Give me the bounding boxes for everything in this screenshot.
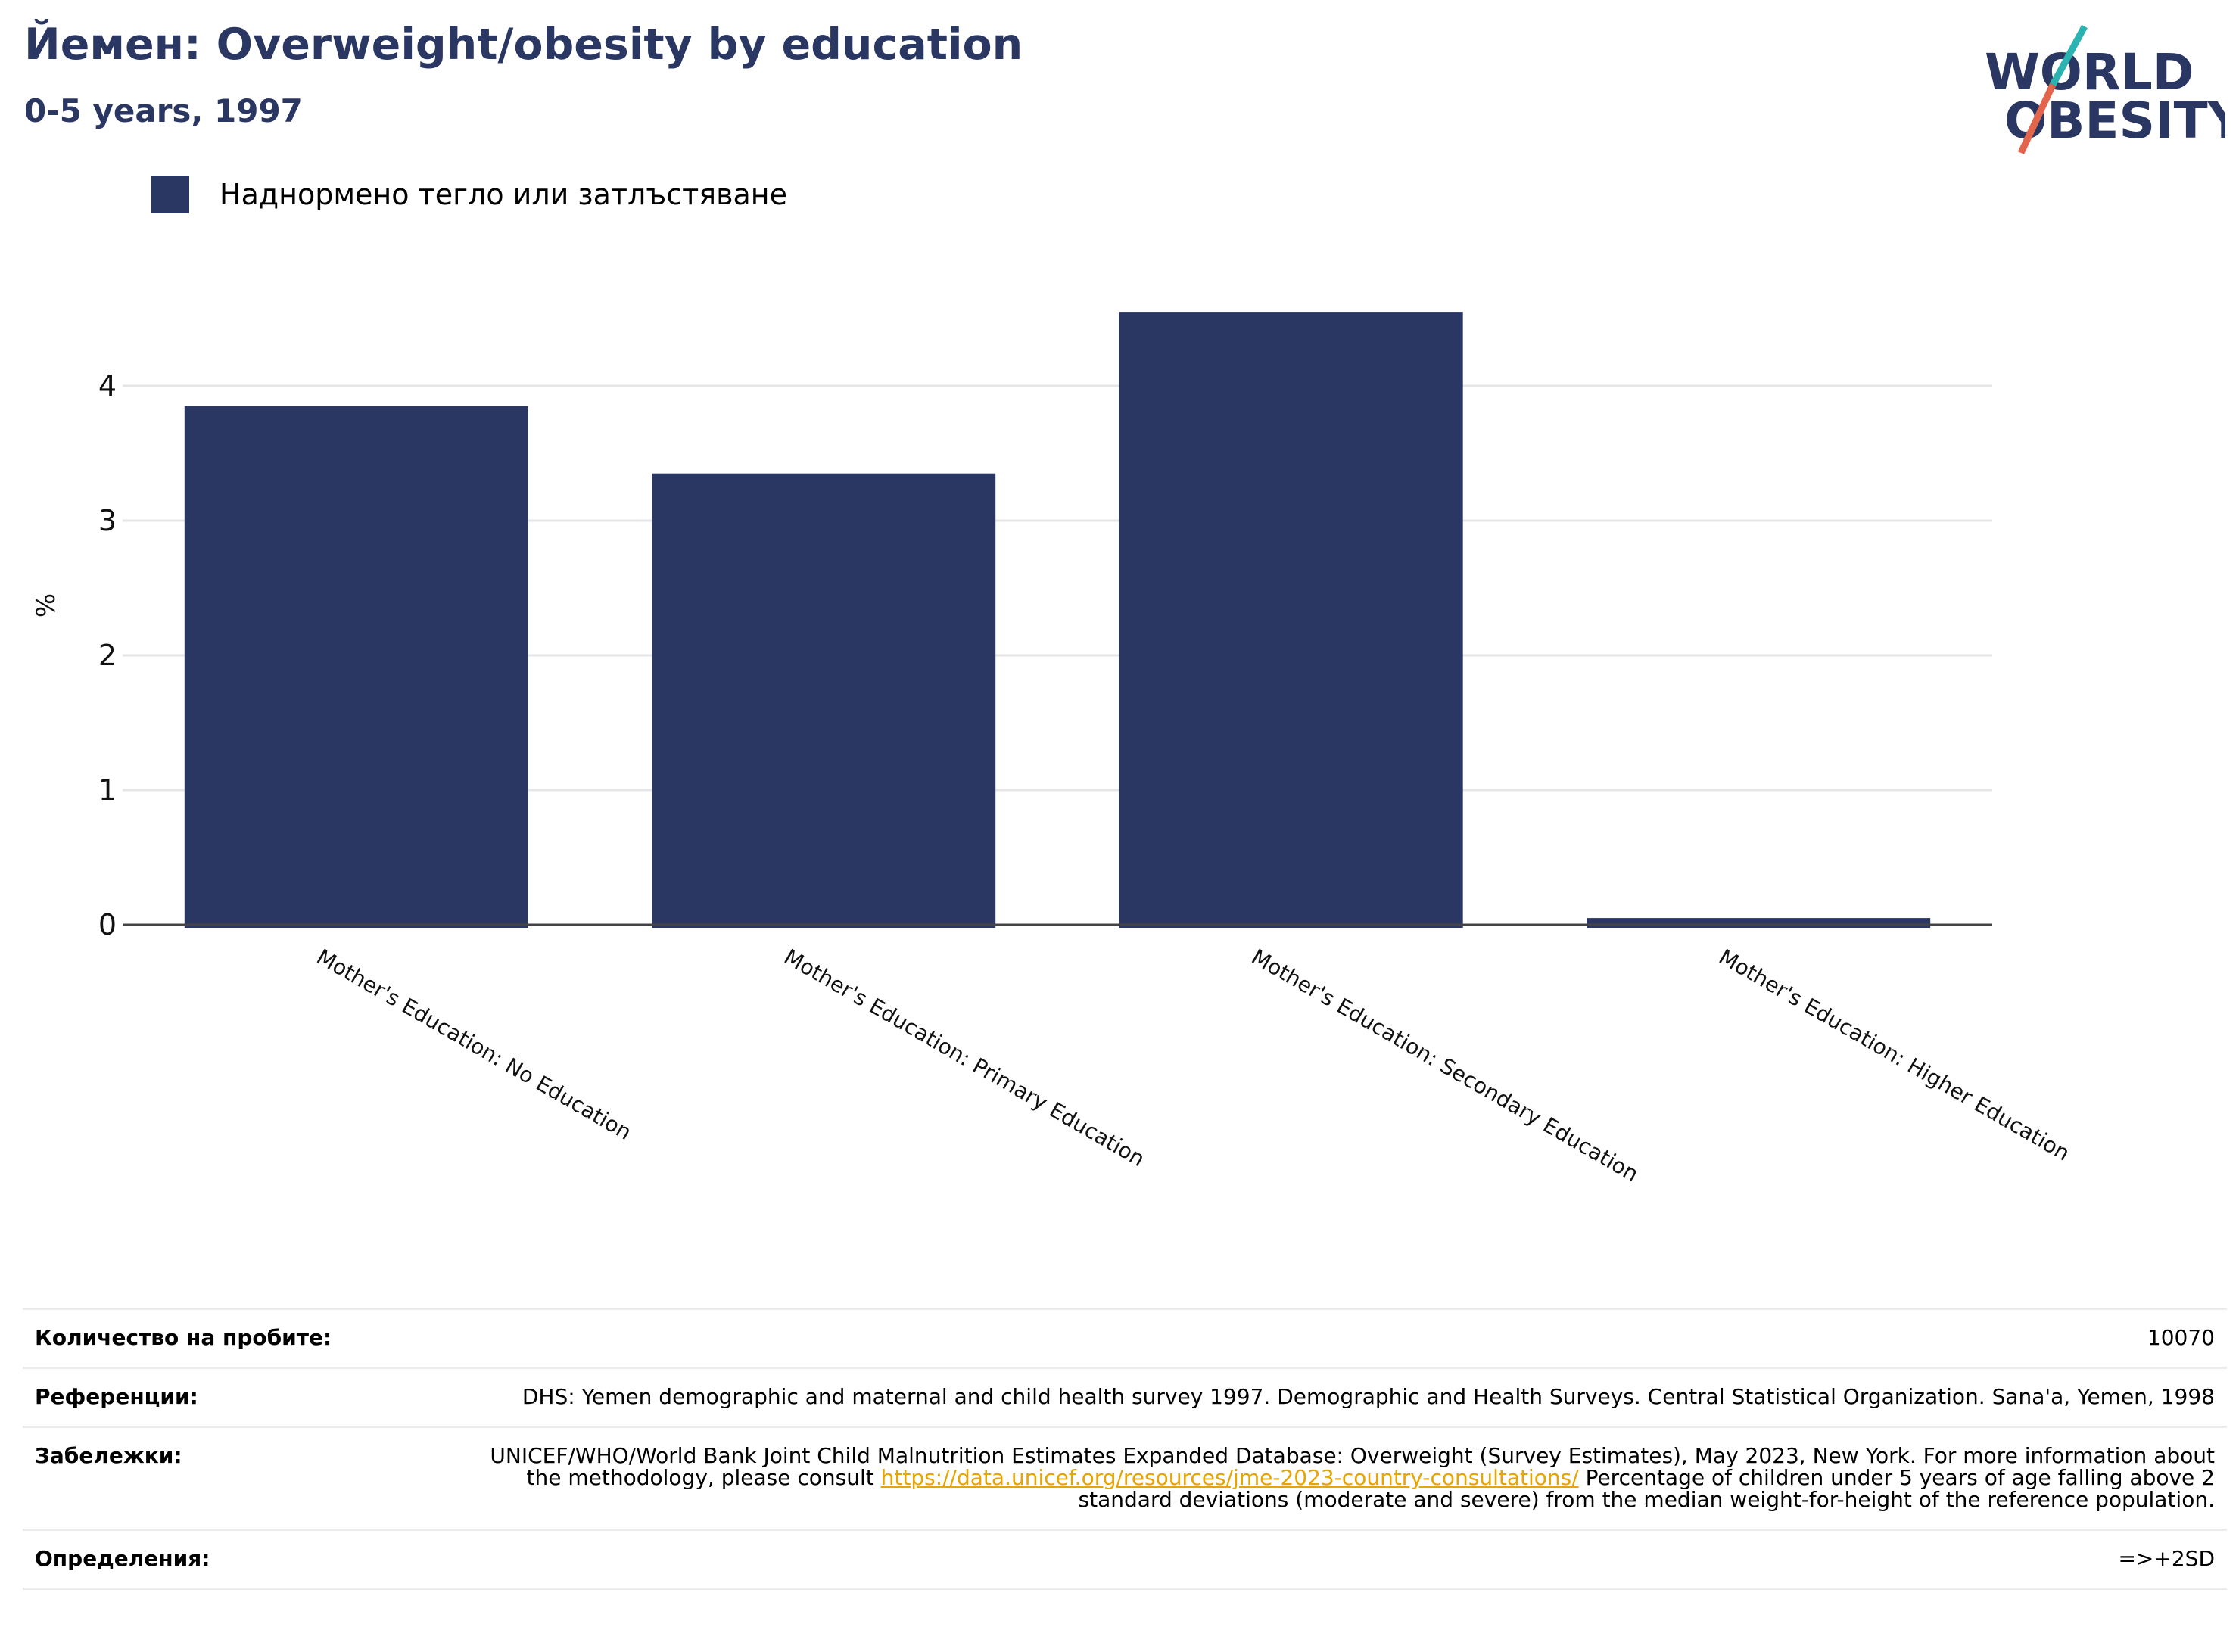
y-tick-label: 0 (98, 908, 117, 941)
y-tick-label: 4 (98, 369, 117, 403)
notes-text-before: UNICEF/WHO/World Bank Joint Child Malnut… (490, 1443, 2215, 1490)
table-row: Забележки: UNICEF/WHO/World Bank Joint C… (23, 1426, 2227, 1531)
references-label: Референции: (23, 1367, 471, 1428)
table-row: Количество на пробите: 10070 (23, 1308, 2227, 1369)
legend-swatch (151, 176, 189, 213)
bar (184, 406, 528, 928)
notes-value: UNICEF/WHO/World Bank Joint Child Malnut… (471, 1426, 2227, 1531)
y-tick-label: 1 (98, 773, 117, 807)
definitions-label: Определения: (23, 1529, 471, 1590)
info-table: Количество на пробите: 10070 Референции:… (23, 1308, 2227, 1590)
legend-label: Наднормено тегло или затлъстяване (220, 178, 787, 211)
table-row: Референции: DHS: Yemen demographic and m… (23, 1367, 2227, 1428)
sample-size-value: 10070 (471, 1308, 2227, 1369)
y-tick-label: 3 (98, 504, 117, 537)
x-tick-label: Mother's Education: No Education (313, 944, 636, 1145)
x-tick-label: Mother's Education: Primary Education (780, 944, 1149, 1171)
world-obesity-logo: WORLD OBESITY (1985, 24, 2225, 154)
notes-label: Забележки: (23, 1426, 471, 1531)
methodology-link[interactable]: https://data.unicef.org/resources/jme-20… (880, 1465, 1579, 1490)
bar (1119, 312, 1463, 929)
chart-subtitle: 0-5 years, 1997 (24, 92, 303, 129)
notes-text-after: Percentage of children under 5 years of … (1078, 1465, 2215, 1512)
svg-text:WORLD: WORLD (1985, 43, 2194, 101)
x-tick-label: Mother's Education: Secondary Education (1247, 944, 1643, 1187)
bar-chart: 0 1 2 3 4% Mother's Education: No Education Mo… (31, 312, 2074, 1187)
y-axis-label: % (31, 593, 61, 618)
chart-title: Йемен: Overweight/obesity by education (24, 20, 1023, 70)
sample-size-label: Количество на пробите: (23, 1308, 471, 1369)
bar (1587, 918, 1931, 928)
references-value: DHS: Yemen demographic and maternal and … (471, 1367, 2227, 1428)
x-tick-label: Mother's Education: Higher Education (1714, 944, 2074, 1165)
y-tick-label: 2 (98, 639, 117, 672)
definitions-value: =>+2SD (471, 1529, 2227, 1590)
table-row: Определения: =>+2SD (23, 1529, 2227, 1590)
legend: Наднормено тегло или затлъстяване (151, 176, 787, 213)
svg-text:OBESITY: OBESITY (2004, 92, 2225, 150)
bar (652, 473, 996, 928)
